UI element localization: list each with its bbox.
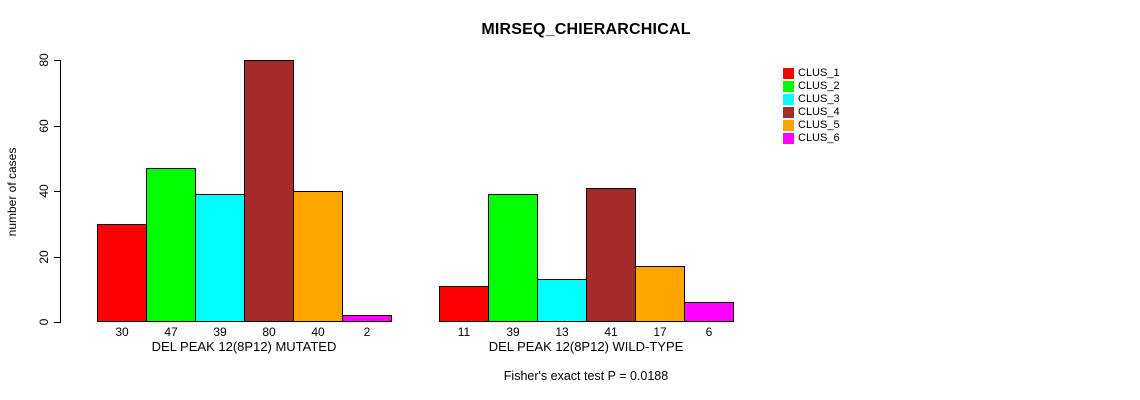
bar-value-label: 17 xyxy=(653,325,667,339)
legend-swatch-clus-3 xyxy=(783,93,794,105)
bar-clus-2-del-peak-12-8p12-wild-type xyxy=(488,194,538,322)
y-tick xyxy=(54,322,60,323)
legend-label: CLUS_1 xyxy=(798,67,840,79)
y-tick xyxy=(54,60,60,61)
legend-label: CLUS_6 xyxy=(798,132,840,144)
bar-clus-3-del-peak-12-8p12-mutated xyxy=(195,194,245,322)
legend-swatch-clus-1 xyxy=(783,67,794,79)
group-label: DEL PEAK 12(8P12) WILD-TYPE xyxy=(488,339,684,354)
bar-clus-5-del-peak-12-8p12-wild-type xyxy=(635,266,685,322)
group-label: DEL PEAK 12(8P12) MUTATED xyxy=(151,339,337,354)
y-tick xyxy=(54,191,60,192)
bar-value-label: 80 xyxy=(262,325,276,339)
legend-item: CLUS_6 xyxy=(783,132,840,144)
legend-swatch-clus-5 xyxy=(783,119,794,131)
legend-swatch-clus-6 xyxy=(783,132,794,144)
y-tick xyxy=(54,125,60,127)
bar-value-label: 39 xyxy=(213,325,227,339)
legend-item: CLUS_4 xyxy=(783,106,840,118)
legend-label: CLUS_4 xyxy=(798,106,840,118)
y-axis-line xyxy=(60,60,61,323)
bar-clus-6-del-peak-12-8p12-mutated xyxy=(342,315,392,322)
legend-item: CLUS_1 xyxy=(783,67,840,79)
bar-clus-4-del-peak-12-8p12-wild-type xyxy=(586,188,636,322)
bar-value-label: 30 xyxy=(115,325,129,339)
bar-clus-3-del-peak-12-8p12-wild-type xyxy=(537,279,587,322)
bar-clus-1-del-peak-12-8p12-mutated xyxy=(97,224,147,322)
bar-value-label: 13 xyxy=(555,325,569,339)
legend-item: CLUS_5 xyxy=(783,119,840,131)
legend-swatch-clus-2 xyxy=(783,80,794,92)
bar-value-label: 2 xyxy=(363,325,371,339)
y-tick xyxy=(54,256,60,258)
legend-item: CLUS_2 xyxy=(783,80,840,92)
bar-value-label: 39 xyxy=(506,325,520,339)
legend-swatch-clus-4 xyxy=(783,106,794,118)
legend-label: CLUS_3 xyxy=(798,93,840,105)
bar-clus-6-del-peak-12-8p12-wild-type xyxy=(684,302,734,322)
annotation-text: Fisher's exact test P = 0.0188 xyxy=(503,369,669,383)
legend-label: CLUS_5 xyxy=(798,119,840,131)
bar-value-label: 41 xyxy=(604,325,618,339)
legend-item: CLUS_3 xyxy=(783,93,840,105)
bar-value-label: 6 xyxy=(705,325,713,339)
bar-value-label: 40 xyxy=(311,325,325,339)
bar-value-label: 11 xyxy=(457,325,471,339)
bar-clus-2-del-peak-12-8p12-mutated xyxy=(146,168,196,322)
bar-value-label: 47 xyxy=(164,325,178,339)
bar-clus-5-del-peak-12-8p12-mutated xyxy=(293,191,343,322)
chart-title: MIRSEQ_CHIERARCHICAL xyxy=(481,21,691,38)
legend-label: CLUS_2 xyxy=(798,80,840,92)
